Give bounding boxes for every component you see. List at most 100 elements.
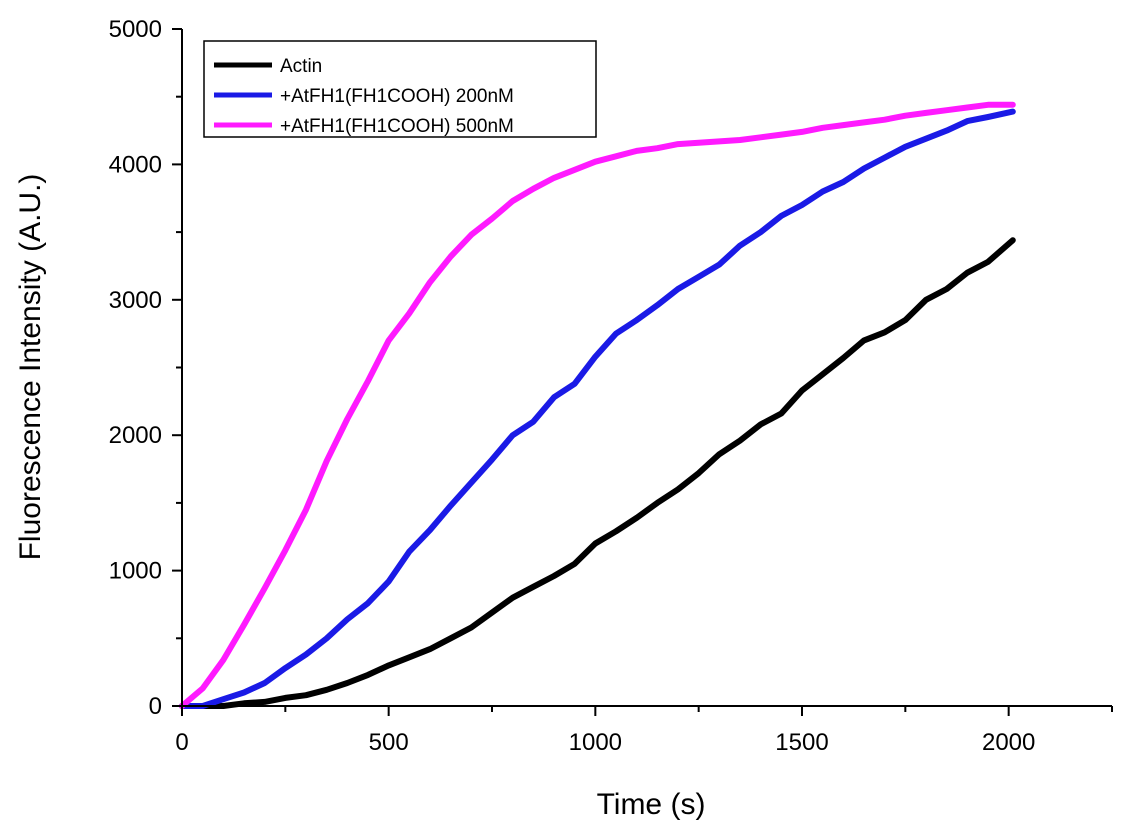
data-point [220,657,226,663]
series-group [179,237,1016,709]
x-tick-label: 500 [369,729,409,756]
data-point [923,297,929,303]
data-point [882,117,888,123]
data-point [386,662,392,668]
data-point [944,127,950,134]
series-group [179,108,1016,709]
data-point [654,145,660,151]
legend-label: Actin [280,56,322,77]
data-point [778,213,784,219]
y-tick-label: 3000 [109,287,162,314]
series-layer [179,101,1016,709]
data-point [448,635,454,641]
data-point [634,515,640,521]
data-point [675,486,681,492]
data-point [510,595,516,601]
data-point [220,696,226,702]
data-point [716,138,722,144]
data-point [303,507,309,513]
data-point [448,503,454,509]
x-tick-label: 2000 [982,729,1035,756]
data-point [262,585,268,591]
data-point [923,110,929,116]
axes-layer: 0 500 1000 1500 2000 0 1000 2000 3000 4000 5000 [109,16,1113,756]
data-point [1010,108,1016,115]
data-point [241,689,247,696]
data-point [696,470,702,476]
data-point [613,331,619,337]
data-point [448,253,454,260]
data-point [427,527,433,533]
data-point [799,129,805,135]
data-point [737,137,743,143]
data-point [365,600,371,606]
data-point [530,419,536,425]
data-point [944,107,950,113]
data-point [840,179,846,185]
series-line-2 [179,108,1016,709]
data-point [799,202,805,208]
data-point [282,695,288,701]
data-point [406,549,412,555]
data-point [613,528,619,534]
data-point [427,646,433,652]
data-point [489,215,495,222]
data-point [985,259,991,265]
data-point [902,317,908,323]
data-point [468,479,474,486]
data-point [592,354,598,360]
data-point [902,113,908,119]
data-point [344,416,350,422]
data-point [324,458,330,464]
data-point [840,122,846,128]
data-point [551,573,557,579]
data-point [406,310,412,316]
data-point [882,155,888,161]
data-point [530,584,536,590]
y-tick-label: 4000 [109,151,162,178]
data-point [510,432,516,438]
data-point [696,140,702,146]
data-point [799,387,805,394]
data-point [882,329,888,335]
data-point [530,186,536,192]
data-point [675,141,681,147]
data-point [386,578,392,585]
series-line-1 [179,237,1016,709]
data-point [572,167,578,173]
data-point [365,672,371,678]
data-point [654,500,660,506]
data-point [468,232,474,238]
data-point [406,654,412,660]
data-point [303,651,309,658]
data-point [572,561,578,567]
data-point [365,378,371,384]
data-point [758,229,764,235]
data-point [551,175,557,181]
data-point [758,134,764,140]
data-point [778,410,784,417]
data-point [964,270,970,276]
data-point [241,700,247,706]
data-point [820,188,826,195]
data-point [282,547,288,553]
y-axis-title: Fluorescence Intensity (A.U.) [14,174,47,561]
data-point [902,144,908,150]
data-point [427,279,433,285]
data-point [861,119,867,126]
data-point [262,680,268,686]
data-point [592,159,598,165]
data-point [241,622,247,628]
data-point [468,624,474,631]
data-point [778,132,784,138]
data-point [944,286,950,292]
data-point [572,381,578,387]
data-point [1010,237,1016,243]
data-point [675,286,681,292]
y-tick-label: 2000 [109,422,162,449]
data-point [861,165,867,172]
data-point [758,421,764,427]
series-group [179,101,1016,709]
legend-box [203,40,597,138]
